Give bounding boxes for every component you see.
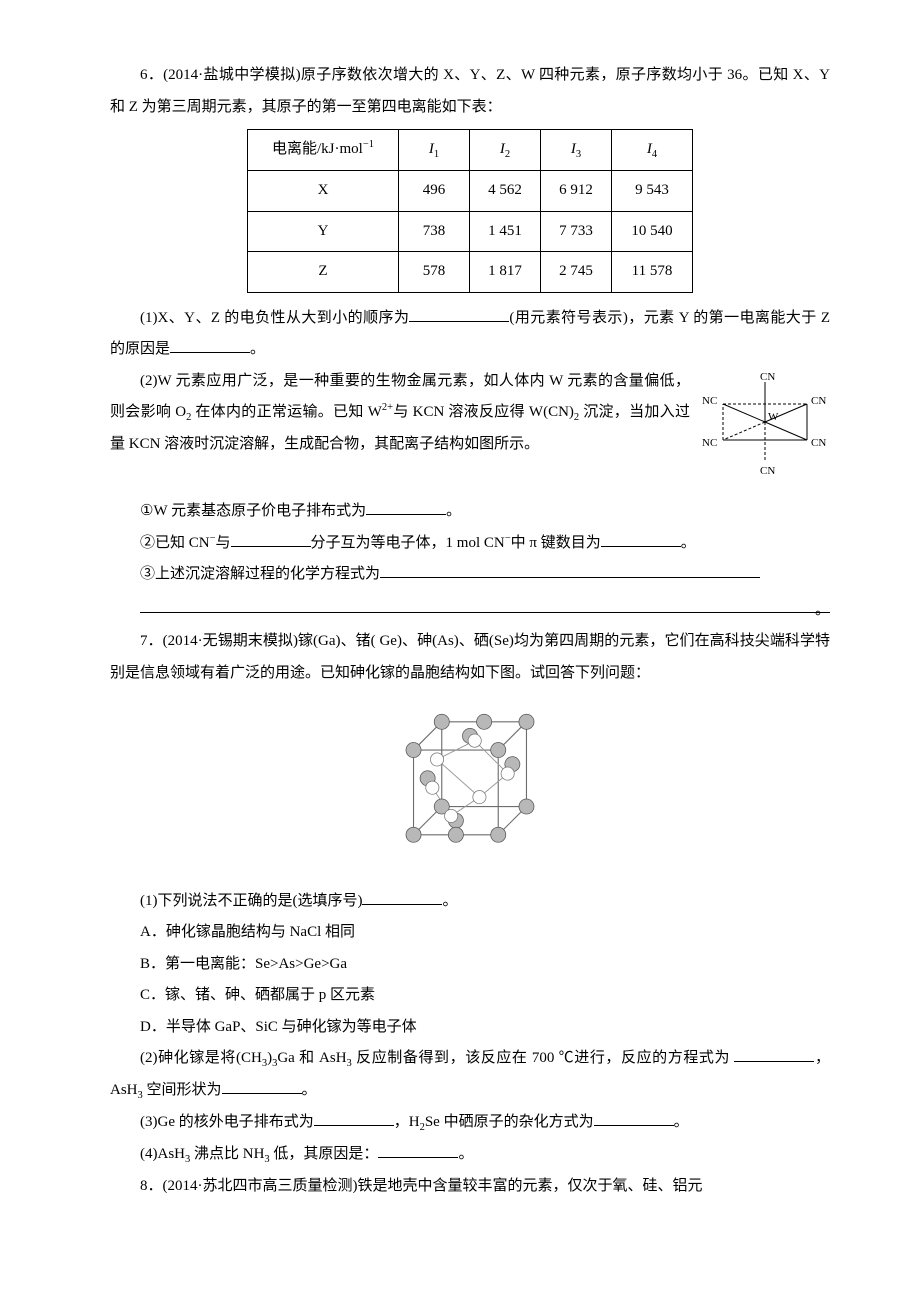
q6-tail-period: 。: [110, 595, 830, 627]
svg-text:CN: CN: [811, 437, 826, 449]
cell: 9 543: [612, 171, 693, 212]
q7-option-d: D．半导体 GaP、SiC 与砷化镓为等电子体: [110, 1012, 830, 1044]
svg-text:NC: NC: [702, 437, 717, 449]
cell: 496: [399, 171, 470, 212]
blank: [594, 1110, 674, 1126]
svg-text:NC: NC: [702, 395, 717, 407]
q7-option-c: C．镓、锗、砷、硒都属于 p 区元素: [110, 980, 830, 1012]
q6-sub1: ①W 元素基态原子价电子排布式为。: [110, 496, 830, 528]
blank: [170, 337, 250, 353]
cell: 1 451: [470, 211, 541, 252]
cell: 7 733: [541, 211, 612, 252]
svg-text:CN: CN: [760, 465, 775, 477]
cell: 10 540: [612, 211, 693, 252]
blank: [380, 562, 760, 578]
q6-lead: 6．(2014·盐城中学模拟)原子序数依次增大的 X、Y、Z、W 四种元素，原子…: [110, 60, 830, 123]
q8-lead: 8．(2014·苏北四市高三质量检测)铁是地壳中含量较丰富的元素，仅次于氧、硅、…: [110, 1171, 830, 1203]
blank: [362, 889, 442, 905]
th-i4: I4: [612, 130, 693, 171]
cell: 6 912: [541, 171, 612, 212]
cell: Y: [248, 211, 399, 252]
q7-lead: 7．(2014·无锡期末模拟)镓(Ga)、锗( Ge)、砷(As)、硒(Se)均…: [110, 626, 830, 689]
cell: 2 745: [541, 252, 612, 293]
q7-part3: (3)Ge 的核外电子排布式为，H2Se 中硒原子的杂化方式为。: [110, 1107, 830, 1139]
table-row: X 496 4 562 6 912 9 543: [248, 171, 693, 212]
cell: 578: [399, 252, 470, 293]
label-w: W: [768, 411, 779, 423]
q6-part1: (1)X、Y、Z 的电负性从大到小的顺序为(用元素符号表示)，元素 Y 的第一电…: [110, 303, 830, 366]
table-row: Z 578 1 817 2 745 11 578: [248, 252, 693, 293]
q7-part4: (4)AsH3 沸点比 NH3 低，其原因是：。: [110, 1139, 830, 1171]
blank: [314, 1110, 394, 1126]
blank: [409, 306, 509, 322]
th-energy: 电离能/kJ·mol−1: [248, 130, 399, 171]
cell: 4 562: [470, 171, 541, 212]
blank: [366, 499, 446, 515]
th-i2: I2: [470, 130, 541, 171]
blank: [222, 1078, 302, 1094]
cell: 11 578: [612, 252, 693, 293]
label-cn: CN: [760, 371, 775, 383]
cell: 1 817: [470, 252, 541, 293]
table-header-row: 电离能/kJ·mol−1 I1 I2 I3 I4: [248, 130, 693, 171]
crystal-figure: [110, 703, 830, 876]
q7-part1: (1)下列说法不正确的是(选填序号)。: [110, 886, 830, 918]
q6-sub3: ③上述沉淀溶解过程的化学方程式为: [110, 559, 830, 591]
cell: X: [248, 171, 399, 212]
cell: 738: [399, 211, 470, 252]
q7-option-b: B．第一电离能：Se>As>Ge>Ga: [110, 949, 830, 981]
th-i1: I1: [399, 130, 470, 171]
th-i3: I3: [541, 130, 612, 171]
complex-ion-figure: CN CN NC CN NC CN W: [700, 370, 830, 493]
q7-part2: (2)砷化镓是将(CH3)3Ga 和 AsH3 反应制备得到，该反应在 700 …: [110, 1043, 830, 1107]
blank: [378, 1142, 458, 1158]
q6-sub2: ②已知 CN−与分子互为等电子体，1 mol CN−中 π 键数目为。: [110, 528, 830, 560]
blank: [734, 1046, 814, 1062]
ionization-table: 电离能/kJ·mol−1 I1 I2 I3 I4 X 496 4 562 6 9…: [247, 129, 693, 293]
q7-option-a: A．砷化镓晶胞结构与 NaCl 相同: [110, 917, 830, 949]
table-row: Y 738 1 451 7 733 10 540: [248, 211, 693, 252]
blank: [231, 531, 311, 547]
cell: Z: [248, 252, 399, 293]
svg-text:CN: CN: [811, 395, 826, 407]
blank: [601, 531, 681, 547]
